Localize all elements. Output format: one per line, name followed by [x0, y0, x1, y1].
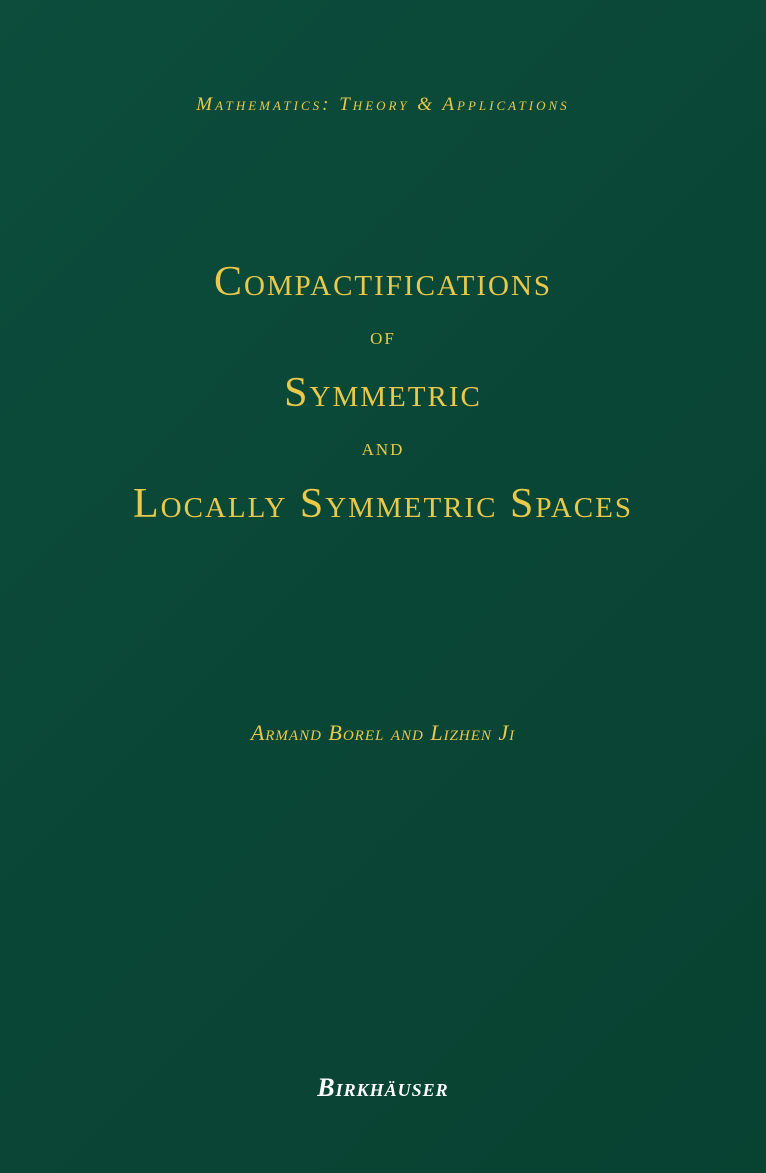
title-line-4: and [0, 435, 766, 462]
title-line-3: Symmetric [0, 369, 766, 417]
title-line-1: Compactifications [0, 258, 766, 306]
book-title: Compactifications of Symmetric and Local… [0, 258, 766, 528]
title-line-2: of [0, 324, 766, 351]
title-line-5: Locally Symmetric Spaces [0, 480, 766, 528]
publisher: Birkhäuser [0, 1073, 766, 1103]
series-name: Mathematics: Theory & Applications [0, 94, 766, 116]
authors: Armand Borel and Lizhen Ji [0, 720, 766, 746]
